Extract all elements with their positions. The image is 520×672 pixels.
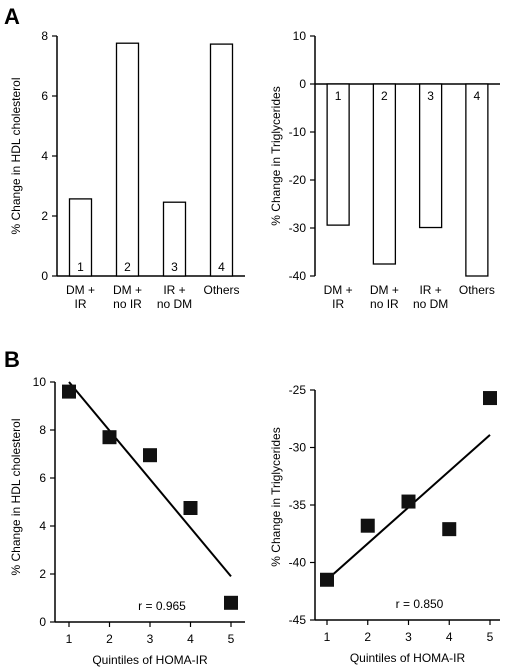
data-point: [320, 572, 334, 587]
y-tick-label: 6: [39, 471, 46, 485]
category-label: no DM: [157, 297, 192, 311]
x-axis-label: Quintiles of HOMA-IR: [92, 653, 208, 667]
category-label: IR +: [163, 283, 185, 297]
panel-label-b: B: [4, 347, 20, 372]
y-tick-label: -35: [289, 498, 307, 512]
data-point: [102, 430, 117, 445]
bar-number-label: 1: [77, 260, 84, 274]
category-label: DM +: [324, 283, 353, 297]
category-label: IR: [332, 297, 344, 311]
y-tick-label: 0: [39, 615, 46, 629]
bar-number-label: 2: [124, 260, 131, 274]
y-axis-label: % Change in Triglycerides: [269, 86, 283, 225]
x-tick-label: 4: [187, 632, 194, 646]
y-tick-label: -25: [289, 383, 307, 397]
x-axis-label: Quintiles of HOMA-IR: [350, 651, 466, 665]
y-axis-label: % Change in HDL cholesterol: [9, 78, 23, 235]
y-tick-label: -40: [289, 556, 307, 570]
y-tick-label: 4: [41, 149, 48, 163]
bar-number-label: 2: [381, 89, 388, 103]
x-tick-label: 5: [228, 632, 235, 646]
bar: [68, 198, 93, 277]
correlation-annotation: r = 0.965: [138, 599, 186, 613]
y-tick-label: 2: [39, 567, 46, 581]
y-tick-label: 8: [39, 423, 46, 437]
bar: [372, 83, 397, 265]
panel-label-a: A: [4, 4, 20, 29]
category-label: no IR: [370, 297, 399, 311]
data-point: [401, 494, 416, 509]
bar: [115, 42, 140, 277]
bar: [465, 83, 489, 277]
regression-line: [68, 381, 232, 578]
category-label: Others: [203, 283, 239, 297]
bar: [418, 83, 443, 229]
x-tick-label: 1: [324, 630, 331, 644]
category-label: no IR: [113, 297, 142, 311]
correlation-annotation: r = 0.850: [396, 597, 444, 611]
data-point: [224, 595, 238, 610]
y-tick-label: -20: [289, 173, 307, 187]
category-label: Others: [459, 283, 495, 297]
y-tick-label: 10: [293, 29, 307, 43]
category-label: DM +: [113, 283, 142, 297]
data-point: [442, 522, 457, 537]
y-tick-label: 2: [41, 209, 48, 223]
category-label: no DM: [413, 297, 448, 311]
y-tick-label: 10: [33, 375, 47, 389]
data-point: [62, 384, 76, 399]
y-tick-label: -30: [289, 221, 307, 235]
bar: [326, 83, 350, 226]
bar-number-label: 4: [218, 260, 225, 274]
x-tick-label: 1: [66, 632, 73, 646]
x-tick-label: 3: [405, 630, 412, 644]
bar-number-label: 3: [171, 260, 178, 274]
triglyceride-scatter-chart: -25 -30 -35 -40 -45 % Change in Triglycerides…: [269, 383, 500, 665]
data-point: [183, 501, 198, 515]
bar: [209, 43, 234, 277]
bar-number-label: 1: [335, 89, 342, 103]
x-tick-label: 2: [364, 630, 371, 644]
data-point: [143, 448, 157, 463]
y-tick-label: 6: [41, 89, 48, 103]
x-tick-label: 5: [487, 630, 494, 644]
y-tick-label: 0: [299, 77, 306, 91]
hdl-scatter-chart: 0 2 4 6 8 10 % Change in HDL cholesterol 1 2 3 4 5 Q…: [9, 375, 245, 667]
y-tick-label: -30: [289, 441, 307, 455]
y-tick-label: -10: [289, 125, 307, 139]
x-tick-label: 3: [147, 632, 154, 646]
category-label: IR: [75, 297, 87, 311]
y-tick-label: -45: [289, 613, 307, 627]
bar-number-label: 3: [427, 89, 434, 103]
bar: [162, 201, 187, 277]
y-tick-label: 0: [41, 269, 48, 283]
bar-number-label: 4: [474, 89, 481, 103]
y-tick-label: 8: [41, 29, 48, 43]
x-tick-label: 2: [106, 632, 113, 646]
x-tick-label: 4: [446, 630, 453, 644]
y-axis-label: % Change in HDL cholesterol: [9, 419, 23, 576]
category-label: DM +: [66, 283, 95, 297]
y-axis-label: % Change in Triglycerides: [269, 427, 283, 566]
data-point: [483, 391, 497, 406]
y-tick-label: -40: [289, 269, 307, 283]
data-point: [360, 518, 375, 533]
category-label: IR +: [419, 283, 441, 297]
category-label: DM +: [370, 283, 399, 297]
triglyceride-bar-chart: 10 0 -10 -20 -30 -40 % Change in Triglycerides…: [269, 29, 500, 311]
y-tick-label: 4: [39, 519, 46, 533]
